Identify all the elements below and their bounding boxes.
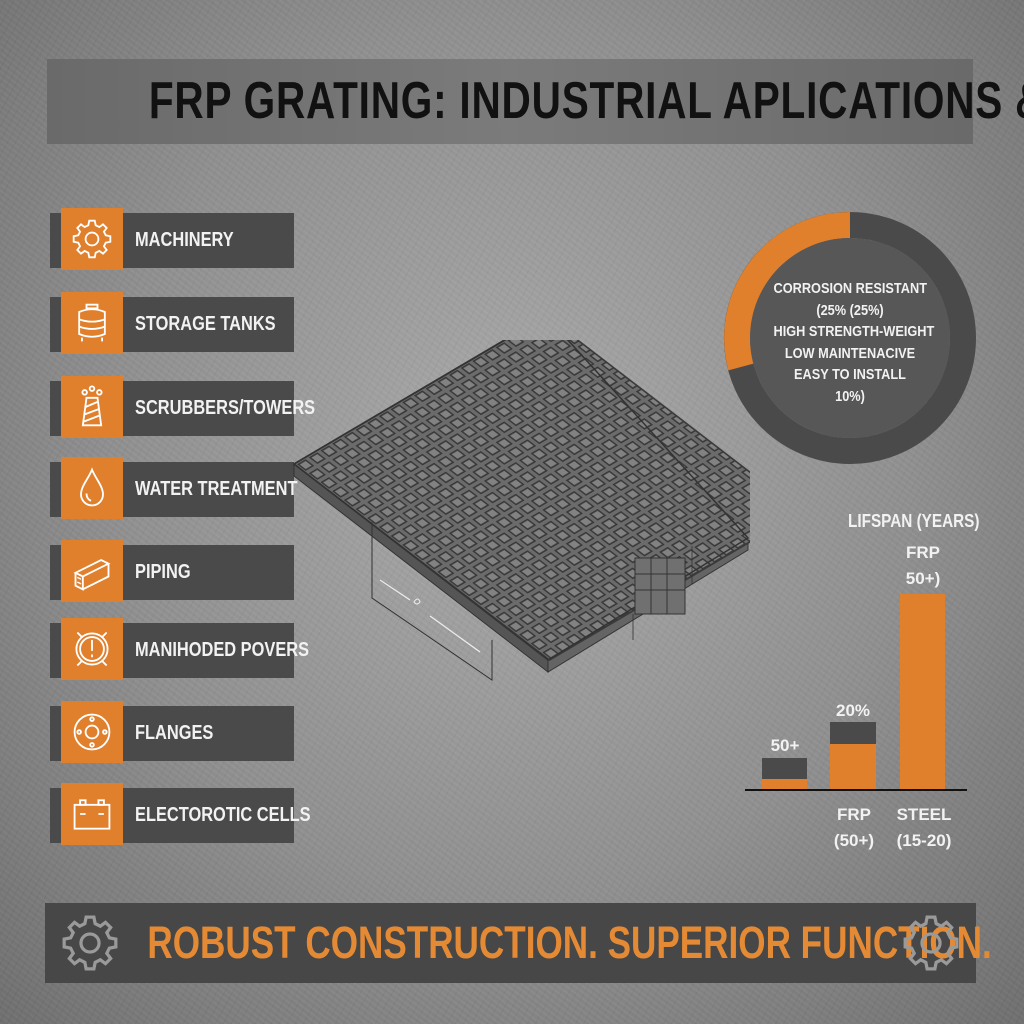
gear-icon (61, 208, 123, 270)
application-label: MACHINERY (135, 229, 234, 251)
bar3-axis-label-line2: (15-20) (896, 831, 952, 850)
application-item-flanges: FLANGES (50, 701, 294, 763)
bar3-axis-label: STEEL (15-20) (894, 802, 954, 854)
chart-title: LIFSPAN (YEARS) (848, 511, 980, 531)
gear-icon (903, 915, 959, 971)
bar3-top-label-line2: 50+) (905, 569, 941, 588)
bar3-axis-label-line1: STEEL (896, 805, 952, 824)
donut-line: 10%) (835, 387, 865, 405)
flange-icon (61, 701, 123, 763)
application-item-scrubbers-towers: SCRUBBERS/TOWERS (50, 376, 315, 438)
water-drop-icon (61, 457, 123, 519)
tower-icon (61, 376, 123, 438)
bar3-orange-segment (900, 594, 945, 789)
bar2-orange-segment (830, 744, 876, 789)
page-title: FRP GRATING: INDUSTRIAL APLICATIONS & DA… (148, 72, 1024, 130)
application-label: FLANGES (135, 722, 214, 744)
frp-grating-illustration (290, 314, 803, 700)
donut-center-text: CORROSION RESISTANT (25% (25%) HIGH STRE… (760, 278, 940, 407)
bar2-value-label: 20% (835, 701, 871, 720)
benefits-donut-chart (722, 210, 978, 466)
gear-icon (62, 915, 118, 971)
storage-tank-icon (61, 292, 123, 354)
bar2-dark-segment (830, 722, 876, 744)
donut-line: CORROSION RESISTANT (773, 280, 927, 297)
bar3-top-label-line1: FRP (906, 543, 940, 562)
donut-line: HIGH STRENGTH-WEIGHT (773, 323, 935, 340)
footer-banner: ROBUST CONSTRUCTION. SUPERIOR FUNCTION. (45, 903, 992, 983)
footer-tagline: ROBUST CONSTRUCTION. SUPERIOR FUNCTION. (147, 917, 992, 968)
bar1-dark-segment (762, 758, 807, 779)
bar1-value-label: 50+ (770, 736, 800, 755)
application-label: PIPING (135, 561, 191, 583)
application-item-water-treatment: WATER TREATMENT (50, 457, 298, 519)
pipe-beam-icon (61, 540, 123, 602)
application-label: MANIHODED POVERS (135, 639, 310, 661)
donut-line: EASY TO INSTALL (794, 366, 906, 383)
bar3-top-label: FRP 50+) (895, 540, 951, 592)
application-item-storage-tanks: STORAGE TANKS (50, 292, 294, 354)
bar2-axis-label-line1: FRP (837, 805, 871, 824)
donut-line: (25% (25%) (816, 301, 884, 319)
application-item-machinery: MACHINERY (50, 208, 294, 270)
donut-line: LOW MAINTENACIVE (784, 344, 916, 362)
application-item-manhole-covers: MANIHODED POVERS (50, 618, 309, 680)
application-label: STORAGE TANKS (135, 313, 276, 335)
bar2-axis-label: FRP (50+) (826, 802, 882, 854)
application-label: WATER TREATMENT (135, 478, 298, 500)
application-item-electrolytic-cells: ELECTOROTIC CELLS (50, 783, 311, 845)
application-item-piping: PIPING (50, 540, 294, 602)
manhole-cover-icon (61, 618, 123, 680)
chart-baseline (745, 789, 967, 791)
bar1-orange-segment (762, 779, 807, 789)
battery-icon (61, 783, 123, 845)
application-label: SCRUBBERS/TOWERS (135, 397, 316, 419)
bar2-axis-label-line2: (50+) (833, 831, 875, 850)
application-label: ELECTOROTIC CELLS (135, 804, 311, 826)
title-banner: FRP GRATING: INDUSTRIAL APLICATIONS & DA… (47, 59, 1024, 144)
